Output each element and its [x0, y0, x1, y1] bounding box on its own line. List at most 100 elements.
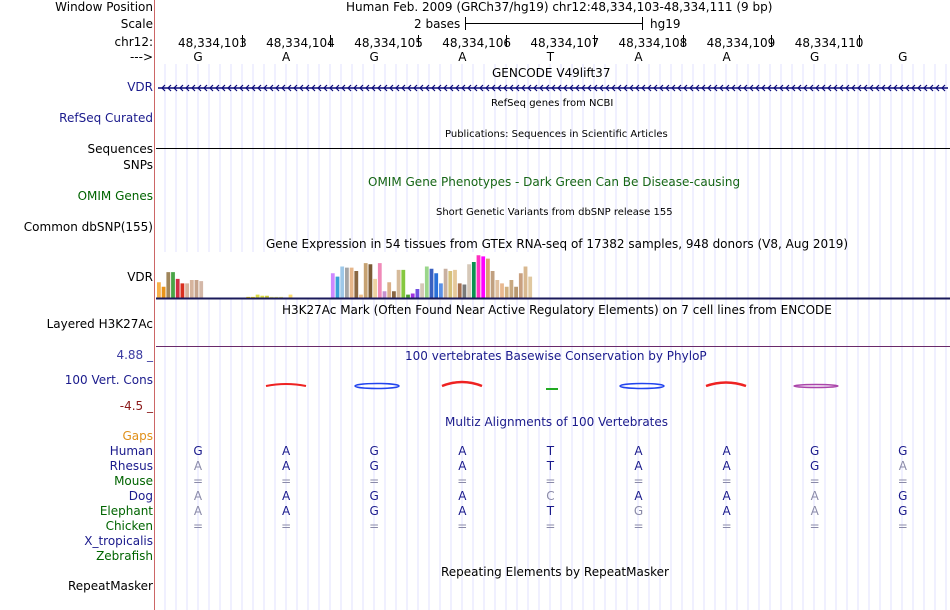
strand-chevron: [461, 84, 466, 92]
gtex-tissue-bar: [462, 284, 467, 298]
strand-chevron: [353, 84, 358, 92]
strand-chevron: [569, 84, 574, 92]
gtex-tissue-bar: [251, 296, 255, 298]
gtex-tissue-bar: [359, 294, 363, 298]
position-tick: [330, 35, 332, 47]
h3k27ac-track-title[interactable]: H3K27Ac Mark (Often Found Near Active Re…: [282, 303, 832, 317]
strand-chevron: [905, 84, 910, 92]
gtex-tissue-bar: [415, 289, 420, 298]
alignment-base: A: [281, 504, 291, 518]
strand-chevron: [611, 84, 616, 92]
gtex-expression-chart[interactable]: [156, 252, 950, 300]
gtex-tissue-bar: [171, 272, 175, 298]
phylop-track-title[interactable]: 100 vertebrates Basewise Conservation by…: [405, 349, 707, 363]
gtex-tissue-bar: [406, 294, 410, 298]
omim-genes-label[interactable]: OMIM Genes: [77, 189, 153, 203]
gtex-tissue-bar: [288, 294, 293, 298]
strand-chevron: [479, 84, 484, 92]
gtex-tissue-bar: [467, 264, 471, 298]
strand-chevron: [455, 84, 460, 92]
position-tick-label: 48,334,108: [618, 36, 688, 50]
publications-track-title[interactable]: Publications: Sequences in Scientific Ar…: [445, 129, 668, 140]
species-label-human[interactable]: Human: [109, 444, 153, 458]
refseq-track-title[interactable]: RefSeq genes from NCBI: [491, 98, 614, 109]
multiz-track-title[interactable]: Multiz Alignments of 100 Vertebrates: [445, 415, 669, 429]
strand-chevron: [473, 84, 478, 92]
strand-chevron: [545, 84, 550, 92]
strand-chevron: [491, 84, 496, 92]
alignment-base: G: [193, 444, 203, 458]
strand-chevron: [653, 84, 658, 92]
gencode-track-title[interactable]: GENCODE V49lift37: [492, 66, 611, 80]
species-label-zebrafish[interactable]: Zebrafish: [96, 549, 153, 563]
alignment-base: =: [633, 474, 644, 488]
phylop-min-label: -4.5 _: [119, 399, 153, 413]
alignment-base: =: [897, 474, 908, 488]
alignment-base: T: [546, 459, 555, 473]
layered-h3k27ac-label[interactable]: Layered H3K27Ac: [46, 317, 153, 331]
gencode-gene-model[interactable]: [156, 82, 950, 94]
position-tick-label: 48,334,106: [442, 36, 512, 50]
gtex-tissue-bar: [476, 255, 481, 298]
strand-chevron: [539, 84, 544, 92]
gtex-tissue-bar: [279, 296, 283, 298]
gtex-gene-label[interactable]: VDR: [127, 270, 153, 284]
species-label-x_tropicalis[interactable]: X_tropicalis: [84, 534, 153, 548]
gtex-tissue-bar: [363, 263, 368, 298]
strand-chevron: [437, 84, 442, 92]
snps-label[interactable]: SNPs: [123, 158, 153, 172]
alignment-base: =: [369, 474, 380, 488]
gtex-tissue-bar: [424, 266, 429, 298]
strand-chevron: [227, 84, 232, 92]
scale-assembly: hg19: [650, 17, 681, 31]
gencode-gene-label[interactable]: VDR: [127, 80, 153, 94]
species-label-rhesus[interactable]: Rhesus: [109, 459, 153, 473]
common-dbsnp-label[interactable]: Common dbSNP(155): [23, 220, 153, 234]
strand-chevron: [443, 84, 448, 92]
gtex-track-title[interactable]: Gene Expression in 54 tissues from GTEx …: [266, 237, 849, 251]
multiz-gaps-label[interactable]: Gaps: [122, 429, 153, 443]
gtex-tissue-bar: [330, 273, 335, 298]
strand-chevron: [209, 84, 214, 92]
chromosome-label[interactable]: chr12:: [114, 35, 153, 49]
strand-chevron: [599, 84, 604, 92]
alignment-base: =: [809, 519, 820, 533]
strand-chevron: [347, 84, 352, 92]
gtex-tissue-bar: [401, 269, 406, 298]
alignment-base: A: [458, 504, 467, 518]
dbsnp-track-title[interactable]: Short Genetic Variants from dbSNP releas…: [436, 207, 673, 218]
repeatmasker-label[interactable]: RepeatMasker: [67, 579, 153, 593]
strand-chevron: [251, 84, 256, 92]
reference-base: A: [634, 50, 643, 64]
gtex-tissue-bar: [486, 258, 490, 298]
strand-chevron: [731, 84, 736, 92]
gtex-tissue-bar: [265, 295, 269, 298]
species-label-mouse[interactable]: Mouse: [114, 474, 153, 488]
strand-chevron: [593, 84, 598, 92]
gtex-tissue-bar: [490, 271, 495, 298]
position-tick-label: 48,334,109: [706, 36, 776, 50]
strand-chevron: [929, 84, 934, 92]
species-label-chicken[interactable]: Chicken: [105, 519, 153, 533]
species-label-elephant[interactable]: Elephant: [99, 504, 153, 518]
strand-chevron: [803, 84, 808, 92]
omim-track-title[interactable]: OMIM Gene Phenotypes - Dark Green Can Be…: [368, 175, 741, 189]
phylop-conservation-plot[interactable]: [156, 374, 950, 394]
strand-chevron: [575, 84, 580, 92]
repeatmasker-track-title[interactable]: Repeating Elements by RepeatMasker: [441, 565, 669, 579]
strand-direction-label[interactable]: --->: [129, 50, 153, 64]
strand-chevron: [203, 84, 208, 92]
gtex-tissue-bar: [382, 291, 387, 298]
species-label-dog[interactable]: Dog: [128, 489, 153, 503]
gtex-tissue-bar: [161, 286, 166, 298]
sequences-label[interactable]: Sequences: [87, 142, 153, 156]
window-position-label: Window Position: [55, 0, 153, 14]
strand-chevron: [755, 84, 760, 92]
strand-chevron: [263, 84, 268, 92]
gtex-tissue-bar: [420, 283, 424, 298]
strand-chevron: [797, 84, 802, 92]
refseq-curated-label[interactable]: RefSeq Curated: [59, 111, 153, 125]
phylop-track-label[interactable]: 100 Vert. Cons: [64, 373, 153, 387]
gtex-tissue-bar: [443, 268, 448, 298]
strand-chevron: [551, 84, 556, 92]
